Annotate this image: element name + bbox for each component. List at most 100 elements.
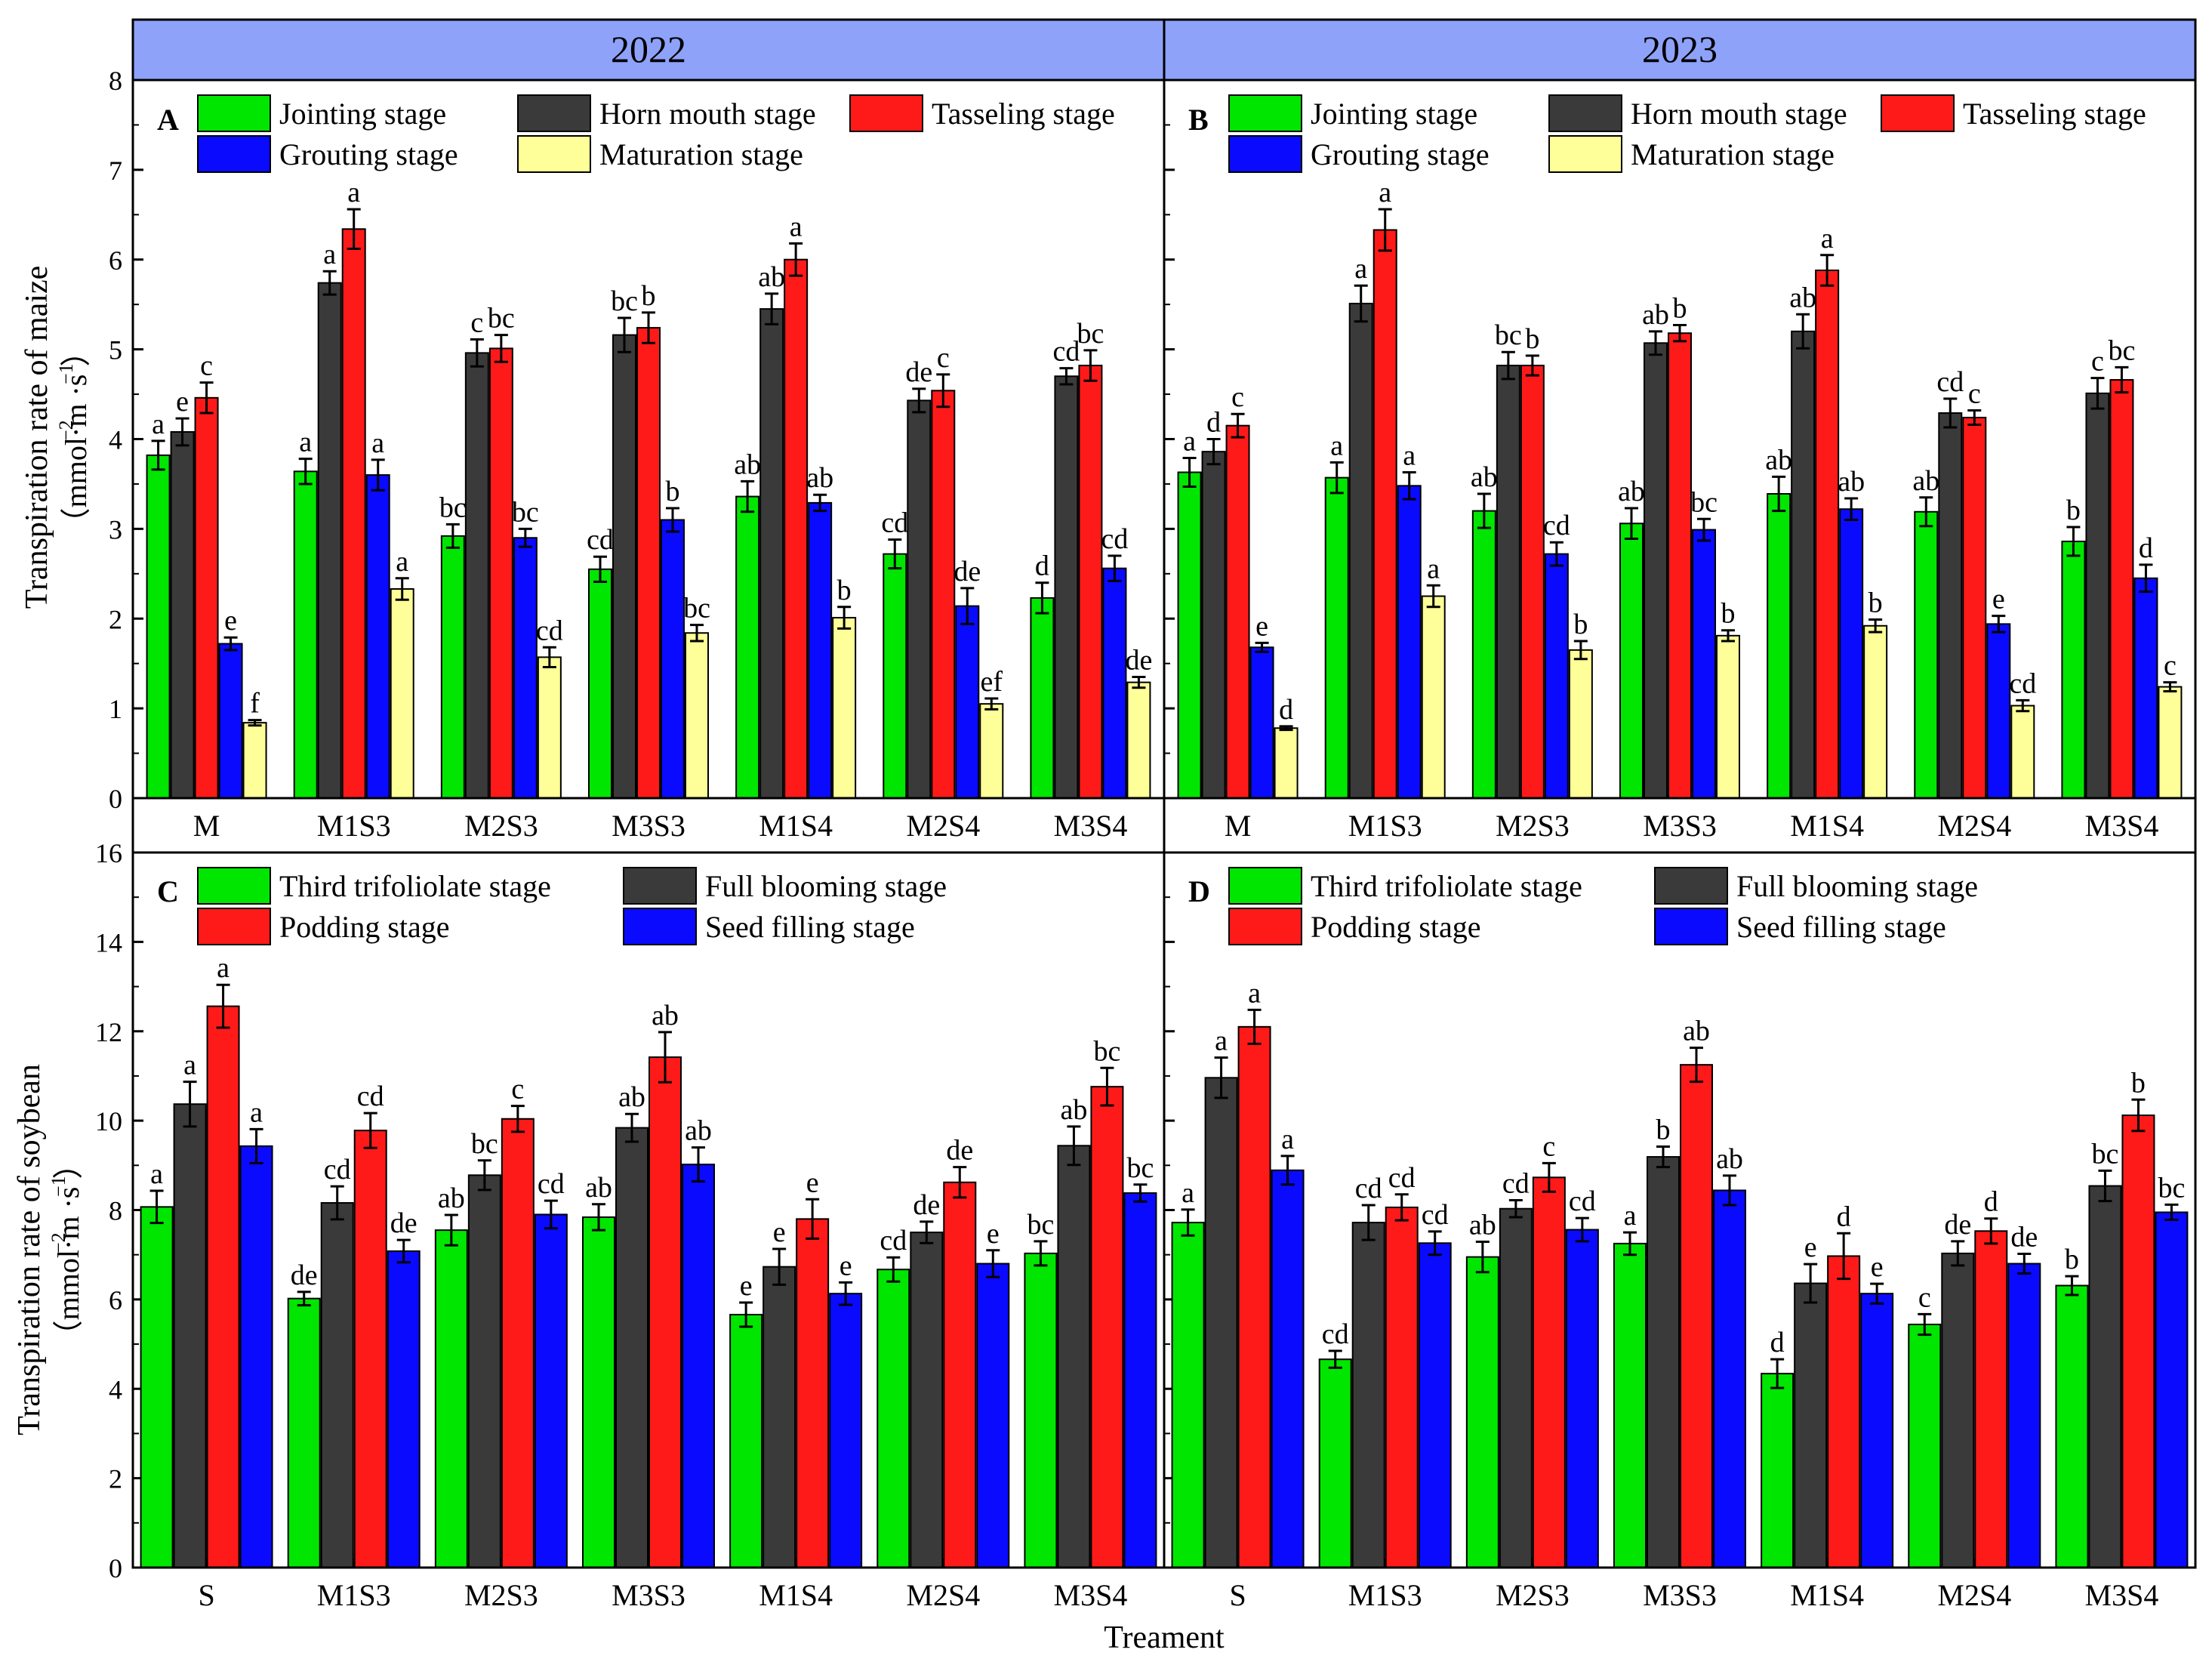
panel-c-sig-letter: c: [511, 1074, 524, 1105]
panel-a-sig-letter: f: [250, 688, 260, 720]
panel-d-legend-label: Full blooming stage: [1736, 869, 1978, 903]
panel-a-ytick-label: 6: [109, 245, 122, 276]
panel-c-bar: [615, 1127, 649, 1568]
panel-c-sig-letter: ab: [585, 1172, 612, 1204]
panel-b-bar: [1397, 485, 1422, 799]
panel-c-bar: [434, 1229, 468, 1569]
panel-a-bar: [218, 643, 243, 799]
panel-c-bar: [876, 1269, 910, 1568]
panel-c-bar: [1057, 1145, 1091, 1568]
panel-b-sig-letter: b: [2066, 495, 2081, 526]
panel-a-ytick-label: 3: [109, 514, 122, 544]
panel-c-sig-letter: ab: [1060, 1094, 1087, 1126]
panel-c-legend-label: Podding stage: [279, 910, 450, 944]
panel-b-bar: [2010, 705, 2035, 800]
panel-d-sig-letter: cd: [1422, 1199, 1449, 1231]
panel-c-legend-swatch: [197, 867, 271, 905]
panel-c-xtick-label: M2S4: [906, 1578, 980, 1612]
panel-a-sig-letter: a: [152, 409, 165, 440]
panel-b-sig-letter: bc: [1495, 319, 1522, 351]
panel-d-xtick-label: M2S3: [1496, 1578, 1570, 1612]
panel-b-legend-swatch: [1548, 94, 1622, 132]
panel-c-ytick-label: 0: [109, 1553, 122, 1583]
panel-d-sig-letter: cd: [1388, 1162, 1416, 1194]
panel-d-bar: [1271, 1169, 1305, 1568]
maize-y-axis-unit-sup-m: −2: [55, 420, 77, 441]
panel-b-bar: [1274, 727, 1299, 800]
panel-a-bar: [464, 352, 489, 799]
panel-a-sig-letter: cd: [881, 507, 908, 539]
maize-y-axis-title: Transpiration rate of maize （mmol·m ·s ）…: [20, 266, 93, 609]
panel-d-bar: [1499, 1207, 1533, 1568]
panel-a-bar: [1030, 597, 1055, 799]
panel-c-legend-label: Third trifoliolate stage: [279, 869, 551, 903]
panel-c-ytick-label: 8: [109, 1196, 122, 1226]
panel-d-sig-letter: a: [1248, 977, 1261, 1009]
panel-a-sig-letter: ab: [758, 261, 785, 293]
panel-c-sig-letter: e: [840, 1250, 852, 1281]
panel-d-bar: [1827, 1255, 1861, 1568]
panel-c-label: C: [157, 874, 179, 908]
panel-c-sig-letter: a: [250, 1096, 263, 1128]
panel-d-bar: [1680, 1064, 1713, 1568]
panel-a-bar: [365, 474, 390, 799]
panel-a-sig-letter: bc: [488, 303, 515, 335]
panel-b-sig-letter: bc: [1690, 486, 1718, 518]
panel-b-sig-letter: b: [1673, 293, 1687, 325]
panel-b-xtick-label: M: [1225, 809, 1252, 843]
panel-a-sig-letter: c: [200, 350, 213, 382]
panel-d-legend-swatch: [1228, 908, 1302, 945]
panel-b-bar: [1668, 332, 1692, 800]
panel-c-xtick-label: M1S3: [317, 1578, 391, 1612]
panel-c-sig-letter: de: [946, 1135, 973, 1167]
panel-b-sig-letter: b: [1721, 598, 1736, 630]
panel-a-bar: [146, 454, 171, 800]
panel-b-sig-letter: a: [1354, 253, 1367, 285]
panel-b-bar: [1249, 646, 1274, 799]
panel-d-bar: [1532, 1176, 1566, 1568]
panel-b-bar: [1863, 624, 1888, 800]
panel-b-bar: [1938, 412, 1963, 799]
panel-d-label: D: [1188, 874, 1210, 908]
panel-a-sig-letter: a: [790, 211, 803, 242]
panel-d-bar: [1647, 1156, 1680, 1568]
panel-c-bar: [501, 1118, 535, 1568]
panel-d-bar: [1351, 1222, 1385, 1568]
panel-b-sig-letter: c: [1231, 381, 1244, 413]
panel-a-bar: [488, 347, 513, 799]
panel-d-xtick-label: M1S3: [1348, 1578, 1422, 1612]
panel-c-sig-letter: a: [183, 1050, 196, 1081]
panel-a-legend-label: Jointing stage: [279, 97, 446, 131]
panel-a-sig-letter: cd: [536, 615, 563, 646]
panel-a-xtick-label: M2S3: [464, 809, 538, 843]
panel-c-sig-letter: bc: [1126, 1152, 1154, 1184]
panel-d-xtick-label: M2S4: [1937, 1578, 2011, 1612]
panel-a-ytick-label: 8: [109, 66, 122, 96]
panel-a-bar: [612, 334, 636, 800]
panel-b-bar: [1986, 623, 2011, 799]
panel-a-xtick-label: M1S3: [317, 809, 391, 843]
panel-c-legend-swatch: [623, 908, 697, 945]
panel-c-ytick-label: 12: [95, 1017, 122, 1047]
panel-a-xtick-label: M3S4: [1054, 809, 1128, 843]
panel-d-bar: [1860, 1293, 1894, 1569]
panel-c-sig-letter: ab: [652, 1000, 679, 1031]
panel-a-legend-label: Maturation stage: [599, 137, 803, 171]
panel-c-bar: [287, 1297, 321, 1569]
panel-d-legend-label: Third trifoliolate stage: [1311, 869, 1582, 903]
panel-d-bar: [1237, 1025, 1271, 1569]
panel-c-sig-letter: ab: [438, 1182, 465, 1214]
panel-c-sig-letter: bc: [1093, 1035, 1120, 1067]
panel-b-sig-letter: a: [1403, 439, 1416, 471]
panel-d-sig-letter: e: [1871, 1251, 1884, 1283]
panel-d-bar: [1418, 1242, 1452, 1568]
panel-a-bar: [194, 396, 219, 799]
soybean-y-axis-title: Transpiration rate of soybean （mmol·m ·s…: [12, 1064, 85, 1435]
panel-c-bar: [387, 1250, 421, 1568]
panel-a-sig-letter: b: [666, 476, 680, 507]
panel-c-bar: [206, 1005, 240, 1568]
panel-d-sig-letter: b: [2065, 1244, 2079, 1275]
panel-a-legend-swatch: [849, 94, 923, 132]
panel-b-bar: [2061, 541, 2086, 800]
panel-b-sig-letter: ab: [1789, 282, 1816, 313]
